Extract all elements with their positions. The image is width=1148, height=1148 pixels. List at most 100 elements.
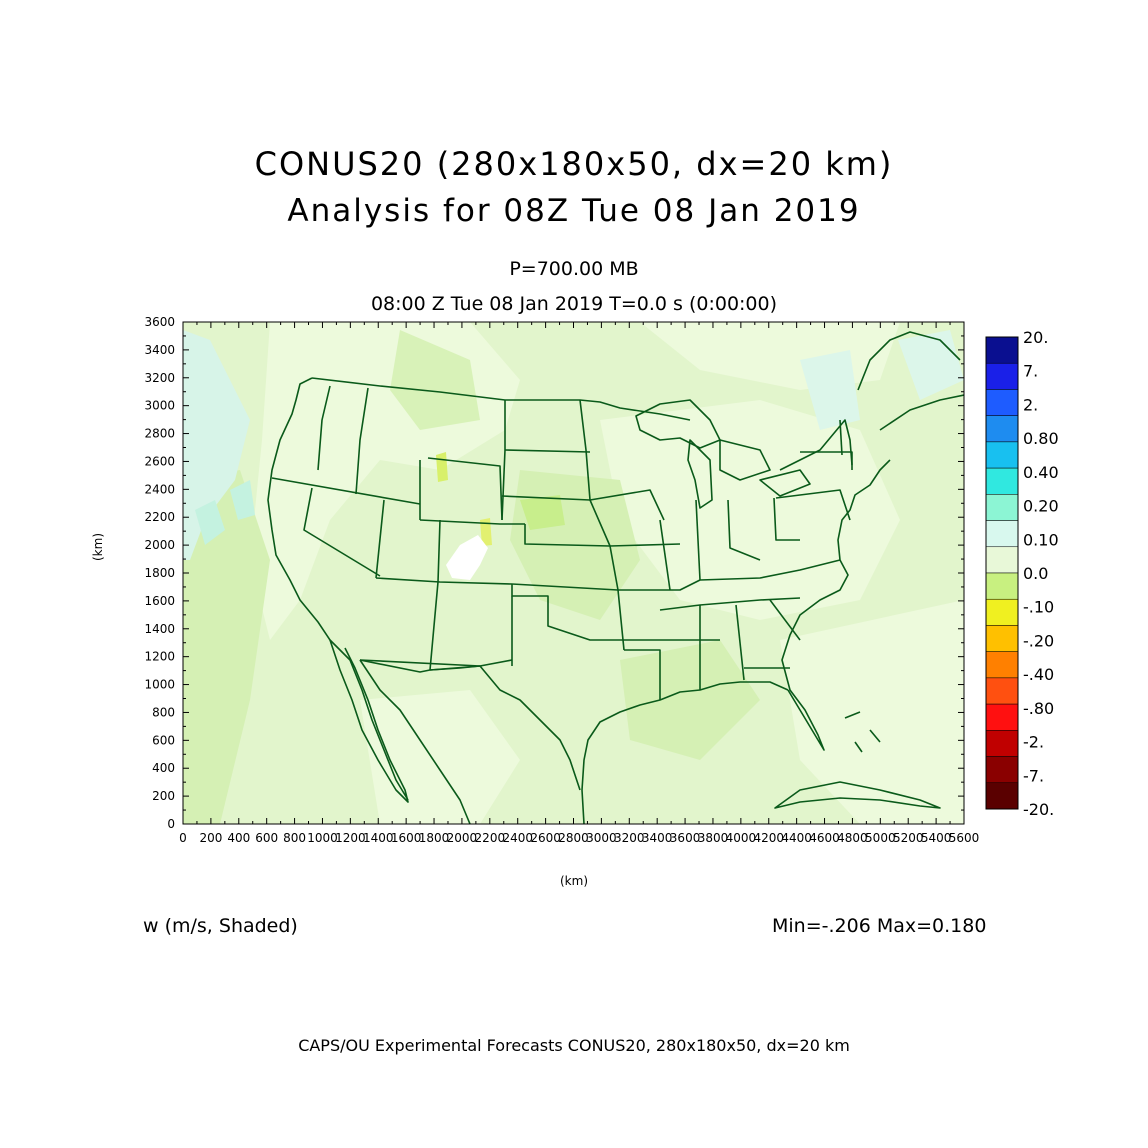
y-tick-label: 2000 [144,538,175,552]
x-tick-label: 3200 [614,831,645,845]
footer-credit: CAPS/OU Experimental Forecasts CONUS20, … [298,1036,850,1055]
y-tick-label: 1400 [144,622,175,636]
y-tick-label: 600 [152,733,175,747]
y-tick-label: 800 [152,705,175,719]
x-tick-label: 400 [227,831,250,845]
bahamas [844,711,881,753]
state-border [695,499,701,581]
x-tick-label: 2400 [502,831,533,845]
x-tick-label: 3400 [642,831,673,845]
state-border [504,449,591,453]
field-negative-region [480,518,492,546]
x-tick-label: 3800 [698,831,729,845]
colorbar-label: -2. [1023,733,1044,752]
x-tick-label: 4000 [726,831,757,845]
colorbar-swatch [985,756,1019,784]
y-tick-label: 1200 [144,650,175,664]
colorbar-swatch [985,546,1019,574]
colorbar-swatch [985,625,1019,652]
colorbar-label: 0.20 [1023,497,1059,516]
x-axis-label: (km) [560,874,589,888]
colorbar-label: 7. [1023,362,1038,381]
x-tick-label: 4600 [809,831,840,845]
state-border [419,519,525,525]
state-border [501,495,591,501]
state-border [769,599,801,641]
y-axis-label: (km) [91,532,105,561]
canada-coast [857,331,961,391]
field-medium-region [390,330,480,430]
colorbar-swatch [985,520,1019,548]
x-tick-label: 1400 [363,831,394,845]
state-border [773,497,800,541]
field-positive-region [183,330,250,560]
y-tick-label: 2200 [144,510,175,524]
colorbar-label: -.80 [1023,699,1054,718]
state-border [609,543,681,547]
x-tick-label: 1000 [307,831,338,845]
shaded-field [183,322,964,824]
colorbar-swatch [985,703,1019,731]
colorbar-label: 0.40 [1023,463,1059,482]
colorbar-swatch [985,441,1019,469]
state-border [589,489,665,521]
colorbar-swatch [985,677,1019,705]
x-tick-label: 5000 [865,831,896,845]
colorbar-swatch [985,598,1019,626]
state-border [800,451,853,470]
colorbar-label: -20. [1023,800,1054,819]
state-border [659,519,671,591]
state-border [579,399,625,651]
colorbar-swatch [985,389,1019,416]
state-border [775,489,851,521]
x-tick-label: 2000 [447,831,478,845]
colorbar-swatch [985,572,1019,600]
x-tick-label: 200 [199,831,222,845]
us-mexico-border [359,659,581,791]
colorbar-swatch [985,467,1019,495]
valid-time-label: 08:00 Z Tue 08 Jan 2019 T=0.0 s (0:00:00… [370,293,778,315]
x-tick-label: 3000 [586,831,617,845]
great-lakes [719,439,771,481]
colorbar-label: -7. [1023,766,1044,785]
colorbar-label: 0.0 [1023,564,1048,583]
x-tick-label: 4400 [781,831,812,845]
us-east-coast [781,459,891,751]
x-tick-label: 4800 [837,831,868,845]
colorbar-swatch [985,730,1019,757]
x-tick-label: 1200 [335,831,366,845]
colorbar-label: -.40 [1023,665,1054,684]
field-light-region [360,690,520,824]
y-tick-label: 2800 [144,427,175,441]
x-tick-label: 2600 [530,831,561,845]
map-outlines [267,331,964,824]
colorbar-frame [985,336,1019,810]
y-tick-label: 1000 [144,678,175,692]
variable-label: w (m/s, Shaded) [143,915,298,937]
colorbar-label: 0.10 [1023,530,1059,549]
mexico-pacific-coast [359,659,471,824]
x-tick-label: 1600 [391,831,422,845]
state-border [735,604,745,681]
x-tick-label: 600 [255,831,278,845]
y-tick-label: 3000 [144,399,175,413]
state-border [303,487,381,577]
field-missing-region [446,535,488,580]
canada-coast [879,394,964,431]
x-tick-label: 5200 [893,831,924,845]
state-border [511,584,620,641]
y-tick-label: 1600 [144,594,175,608]
cuba [774,781,941,809]
state-border [429,519,441,671]
state-border [359,659,481,667]
x-tick-label: 5600 [949,831,980,845]
colorbar: 20. 7. 2. 0.80 0.40 0.20 0.10 0.0 -.10 -.20 -.40 -.… [985,328,1059,819]
state-border [271,477,421,505]
x-tick-label: 2200 [475,831,506,845]
colorbar-label: -.10 [1023,598,1054,617]
gulf-coast [581,681,789,824]
state-border [524,524,611,547]
y-tick-label: 1800 [144,566,175,580]
state-border [375,499,385,579]
